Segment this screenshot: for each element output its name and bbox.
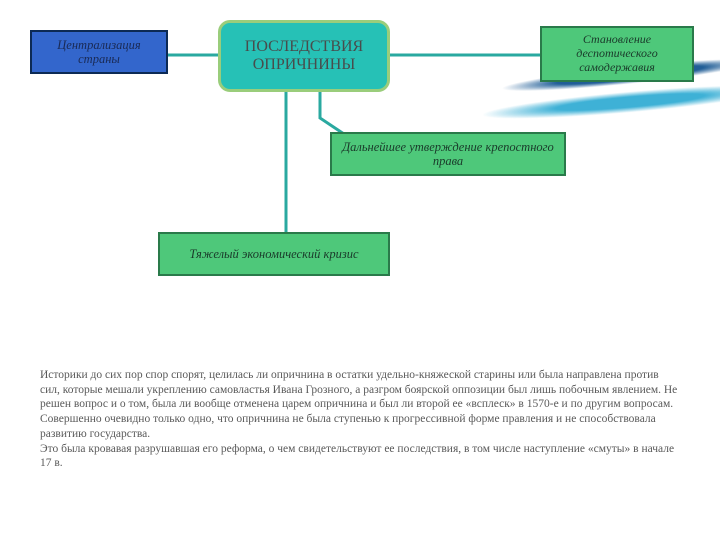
body-paragraph: Историки до сих пор спор спорят, целилас… [40, 368, 680, 412]
node-mid-label: Дальнейшее утверждение крепостного права [332, 138, 564, 171]
node-bottom: Тяжелый экономический кризис [158, 232, 390, 276]
body-paragraph: Совершенно очевидно только одно, что опр… [40, 412, 680, 441]
node-right: Становление деспотического самодержавия [540, 26, 694, 82]
slide-root: ПОСЛЕДСТВИЯ ОПРИЧНИНЫ Централизация стра… [0, 0, 720, 540]
body-text: Историки до сих пор спор спорят, целилас… [40, 368, 680, 471]
node-left: Централизация страны [30, 30, 168, 74]
node-bottom-label: Тяжелый экономический кризис [183, 245, 364, 263]
node-center-label: ПОСЛЕДСТВИЯ ОПРИЧНИНЫ [221, 36, 387, 77]
node-mid: Дальнейшее утверждение крепостного права [330, 132, 566, 176]
body-paragraph: Это была кровавая разрушавшая его реформ… [40, 442, 680, 471]
node-right-label: Становление деспотического самодержавия [542, 31, 692, 76]
node-left-label: Централизация страны [32, 36, 166, 69]
node-center: ПОСЛЕДСТВИЯ ОПРИЧНИНЫ [218, 20, 390, 92]
